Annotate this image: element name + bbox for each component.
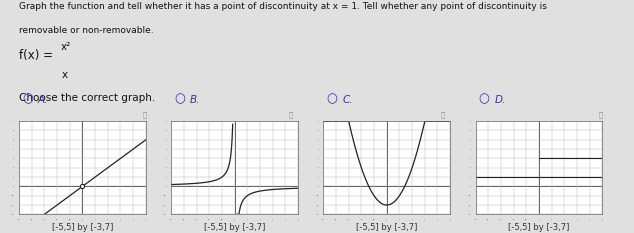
Text: ○: ○ <box>327 92 337 105</box>
Text: 🔍: 🔍 <box>288 112 292 118</box>
Text: removable or non-removable.: removable or non-removable. <box>19 26 153 35</box>
Text: Graph the function and tell whether it has a point of discontinuity at x = 1. Te: Graph the function and tell whether it h… <box>19 2 547 11</box>
Text: f(x) =: f(x) = <box>19 49 53 62</box>
Text: Choose the correct graph.: Choose the correct graph. <box>19 93 155 103</box>
Text: A.: A. <box>38 95 49 105</box>
Text: x: x <box>61 70 68 80</box>
Text: 🔍: 🔍 <box>599 112 603 118</box>
Text: [-5,5] by [-3,7]: [-5,5] by [-3,7] <box>204 223 265 232</box>
Text: x²: x² <box>60 42 70 52</box>
Text: D.: D. <box>495 95 506 105</box>
Text: [-5,5] by [-3,7]: [-5,5] by [-3,7] <box>356 223 417 232</box>
Text: ○: ○ <box>174 92 185 105</box>
Text: [-5,5] by [-3,7]: [-5,5] by [-3,7] <box>508 223 569 232</box>
Text: 🔍: 🔍 <box>441 112 444 118</box>
Text: C.: C. <box>342 95 353 105</box>
Text: ○: ○ <box>479 92 489 105</box>
Text: 🔍: 🔍 <box>143 112 146 118</box>
Text: [-5,5] by [-3,7]: [-5,5] by [-3,7] <box>52 223 113 232</box>
Text: ○: ○ <box>22 92 33 105</box>
Text: B.: B. <box>190 95 200 105</box>
